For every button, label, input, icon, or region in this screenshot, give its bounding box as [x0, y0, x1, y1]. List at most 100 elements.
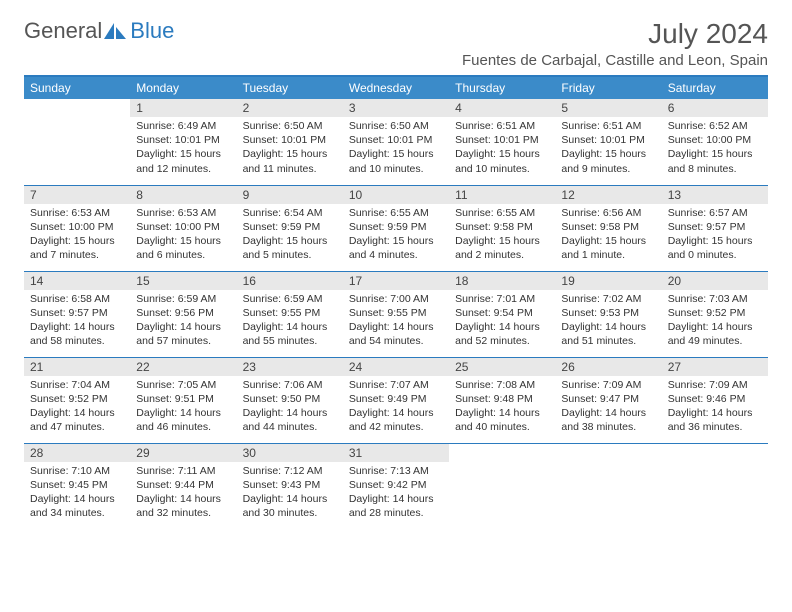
daylight-line: Daylight: 14 hours and 54 minutes.	[349, 320, 443, 348]
daylight-line: Daylight: 15 hours and 10 minutes.	[349, 147, 443, 175]
sunrise-line: Sunrise: 7:13 AM	[349, 464, 443, 478]
day-header: Saturday	[662, 77, 768, 99]
day-details: Sunrise: 7:03 AMSunset: 9:52 PMDaylight:…	[662, 290, 768, 351]
sunrise-line: Sunrise: 7:12 AM	[243, 464, 337, 478]
calendar-cell: 4Sunrise: 6:51 AMSunset: 10:01 PMDayligh…	[449, 99, 555, 185]
daylight-line: Daylight: 14 hours and 55 minutes.	[243, 320, 337, 348]
sunset-line: Sunset: 9:56 PM	[136, 306, 230, 320]
daylight-line: Daylight: 15 hours and 8 minutes.	[668, 147, 762, 175]
daylight-line: Daylight: 15 hours and 0 minutes.	[668, 234, 762, 262]
sunset-line: Sunset: 10:01 PM	[136, 133, 230, 147]
calendar-cell: 13Sunrise: 6:57 AMSunset: 9:57 PMDayligh…	[662, 185, 768, 271]
calendar-body: 1Sunrise: 6:49 AMSunset: 10:01 PMDayligh…	[24, 99, 768, 529]
calendar-cell: 15Sunrise: 6:59 AMSunset: 9:56 PMDayligh…	[130, 271, 236, 357]
calendar-cell: 22Sunrise: 7:05 AMSunset: 9:51 PMDayligh…	[130, 357, 236, 443]
calendar-cell: 20Sunrise: 7:03 AMSunset: 9:52 PMDayligh…	[662, 271, 768, 357]
calendar-cell: 28Sunrise: 7:10 AMSunset: 9:45 PMDayligh…	[24, 443, 130, 529]
day-details: Sunrise: 7:04 AMSunset: 9:52 PMDaylight:…	[24, 376, 130, 437]
sunrise-line: Sunrise: 6:52 AM	[668, 119, 762, 133]
day-details: Sunrise: 7:11 AMSunset: 9:44 PMDaylight:…	[130, 462, 236, 523]
calendar-cell: 21Sunrise: 7:04 AMSunset: 9:52 PMDayligh…	[24, 357, 130, 443]
daylight-line: Daylight: 14 hours and 58 minutes.	[30, 320, 124, 348]
calendar-cell: 3Sunrise: 6:50 AMSunset: 10:01 PMDayligh…	[343, 99, 449, 185]
daylight-line: Daylight: 14 hours and 52 minutes.	[455, 320, 549, 348]
day-number: 16	[237, 272, 343, 290]
daylight-line: Daylight: 15 hours and 4 minutes.	[349, 234, 443, 262]
day-details: Sunrise: 6:58 AMSunset: 9:57 PMDaylight:…	[24, 290, 130, 351]
sunrise-line: Sunrise: 6:51 AM	[561, 119, 655, 133]
calendar-cell: 6Sunrise: 6:52 AMSunset: 10:00 PMDayligh…	[662, 99, 768, 185]
sunset-line: Sunset: 10:00 PM	[136, 220, 230, 234]
calendar-cell: 16Sunrise: 6:59 AMSunset: 9:55 PMDayligh…	[237, 271, 343, 357]
calendar-cell: 14Sunrise: 6:58 AMSunset: 9:57 PMDayligh…	[24, 271, 130, 357]
sunset-line: Sunset: 9:49 PM	[349, 392, 443, 406]
sunset-line: Sunset: 9:52 PM	[30, 392, 124, 406]
sunset-line: Sunset: 9:52 PM	[668, 306, 762, 320]
day-number: 31	[343, 444, 449, 462]
day-number: 24	[343, 358, 449, 376]
calendar-cell: 30Sunrise: 7:12 AMSunset: 9:43 PMDayligh…	[237, 443, 343, 529]
daylight-line: Daylight: 14 hours and 42 minutes.	[349, 406, 443, 434]
day-details: Sunrise: 7:08 AMSunset: 9:48 PMDaylight:…	[449, 376, 555, 437]
sunset-line: Sunset: 9:58 PM	[455, 220, 549, 234]
sunset-line: Sunset: 9:54 PM	[455, 306, 549, 320]
sunset-line: Sunset: 9:47 PM	[561, 392, 655, 406]
calendar-week-row: 1Sunrise: 6:49 AMSunset: 10:01 PMDayligh…	[24, 99, 768, 185]
sunset-line: Sunset: 10:01 PM	[455, 133, 549, 147]
day-number: 21	[24, 358, 130, 376]
day-details: Sunrise: 6:54 AMSunset: 9:59 PMDaylight:…	[237, 204, 343, 265]
day-details: Sunrise: 7:10 AMSunset: 9:45 PMDaylight:…	[24, 462, 130, 523]
day-number: 13	[662, 186, 768, 204]
logo-sail-icon	[104, 23, 128, 39]
sunset-line: Sunset: 9:57 PM	[30, 306, 124, 320]
calendar-cell: 25Sunrise: 7:08 AMSunset: 9:48 PMDayligh…	[449, 357, 555, 443]
calendar-cell: 26Sunrise: 7:09 AMSunset: 9:47 PMDayligh…	[555, 357, 661, 443]
sunrise-line: Sunrise: 7:00 AM	[349, 292, 443, 306]
sunrise-line: Sunrise: 6:54 AM	[243, 206, 337, 220]
day-details: Sunrise: 6:49 AMSunset: 10:01 PMDaylight…	[130, 117, 236, 178]
calendar-table: SundayMondayTuesdayWednesdayThursdayFrid…	[24, 77, 768, 529]
daylight-line: Daylight: 14 hours and 36 minutes.	[668, 406, 762, 434]
daylight-line: Daylight: 15 hours and 6 minutes.	[136, 234, 230, 262]
day-details: Sunrise: 6:50 AMSunset: 10:01 PMDaylight…	[343, 117, 449, 178]
sunset-line: Sunset: 9:43 PM	[243, 478, 337, 492]
calendar-week-row: 21Sunrise: 7:04 AMSunset: 9:52 PMDayligh…	[24, 357, 768, 443]
sunrise-line: Sunrise: 6:58 AM	[30, 292, 124, 306]
calendar-week-row: 28Sunrise: 7:10 AMSunset: 9:45 PMDayligh…	[24, 443, 768, 529]
month-title: July 2024	[462, 18, 768, 50]
day-number: 6	[662, 99, 768, 117]
day-number: 7	[24, 186, 130, 204]
daylight-line: Daylight: 15 hours and 11 minutes.	[243, 147, 337, 175]
daylight-line: Daylight: 14 hours and 30 minutes.	[243, 492, 337, 520]
sunrise-line: Sunrise: 7:04 AM	[30, 378, 124, 392]
day-details: Sunrise: 6:59 AMSunset: 9:56 PMDaylight:…	[130, 290, 236, 351]
sunrise-line: Sunrise: 6:53 AM	[30, 206, 124, 220]
day-number: 17	[343, 272, 449, 290]
logo: General Blue	[24, 18, 174, 44]
daylight-line: Daylight: 15 hours and 7 minutes.	[30, 234, 124, 262]
sunrise-line: Sunrise: 7:11 AM	[136, 464, 230, 478]
calendar-cell: 31Sunrise: 7:13 AMSunset: 9:42 PMDayligh…	[343, 443, 449, 529]
sunrise-line: Sunrise: 7:03 AM	[668, 292, 762, 306]
day-details: Sunrise: 6:56 AMSunset: 9:58 PMDaylight:…	[555, 204, 661, 265]
sunset-line: Sunset: 10:00 PM	[30, 220, 124, 234]
day-header: Friday	[555, 77, 661, 99]
daylight-line: Daylight: 14 hours and 47 minutes.	[30, 406, 124, 434]
sunset-line: Sunset: 9:59 PM	[349, 220, 443, 234]
day-number: 3	[343, 99, 449, 117]
day-number: 19	[555, 272, 661, 290]
day-number: 8	[130, 186, 236, 204]
day-number: 22	[130, 358, 236, 376]
day-number: 11	[449, 186, 555, 204]
daylight-line: Daylight: 14 hours and 49 minutes.	[668, 320, 762, 348]
calendar-cell: 24Sunrise: 7:07 AMSunset: 9:49 PMDayligh…	[343, 357, 449, 443]
sunrise-line: Sunrise: 6:59 AM	[243, 292, 337, 306]
day-details: Sunrise: 7:06 AMSunset: 9:50 PMDaylight:…	[237, 376, 343, 437]
day-details: Sunrise: 7:12 AMSunset: 9:43 PMDaylight:…	[237, 462, 343, 523]
daylight-line: Daylight: 14 hours and 28 minutes.	[349, 492, 443, 520]
day-number: 1	[130, 99, 236, 117]
day-number: 27	[662, 358, 768, 376]
sunrise-line: Sunrise: 7:05 AM	[136, 378, 230, 392]
calendar-week-row: 14Sunrise: 6:58 AMSunset: 9:57 PMDayligh…	[24, 271, 768, 357]
sunrise-line: Sunrise: 6:55 AM	[455, 206, 549, 220]
